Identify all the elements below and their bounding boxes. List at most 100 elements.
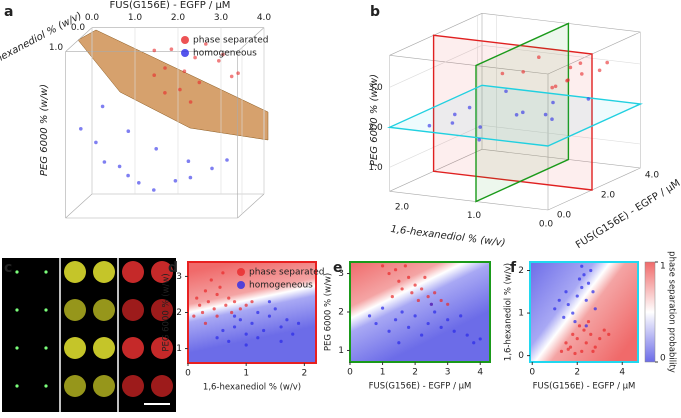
data-point [397, 341, 401, 345]
data-point [577, 277, 582, 281]
data-point [584, 341, 588, 345]
grid-line [481, 45, 641, 65]
data-point [238, 318, 242, 322]
data-point [203, 289, 208, 293]
legend-marker [181, 36, 189, 44]
colorbar-label: phase separation probability [667, 251, 677, 373]
box-edge [65, 193, 93, 219]
axis-label: 1,6-hexanediol % (w/v) [390, 224, 506, 249]
data-point [217, 59, 221, 63]
data-point [218, 285, 222, 289]
data-point [575, 336, 579, 341]
x-tick-label: 2.0 [601, 191, 616, 201]
data-point [465, 333, 469, 337]
x-tick-label: 3 [445, 368, 451, 378]
droplet [64, 337, 86, 359]
data-point [215, 336, 219, 340]
data-point [514, 113, 519, 117]
data-point [521, 70, 525, 74]
box-edge [389, 191, 549, 211]
data-point [575, 294, 579, 298]
x-tick-label: 0.0 [85, 13, 100, 23]
data-point [578, 61, 583, 65]
droplet [151, 261, 173, 283]
box-edge [237, 193, 265, 219]
data-point [439, 298, 443, 303]
data-point [553, 84, 558, 89]
data-point [573, 351, 577, 356]
data-point [566, 347, 570, 351]
data-point [273, 307, 277, 311]
x-tick-label: 3.0 [214, 13, 229, 23]
data-point [227, 339, 231, 343]
data-point [169, 47, 174, 51]
data-point [224, 303, 228, 307]
droplet [122, 261, 144, 283]
data-point [250, 321, 254, 325]
data-point [215, 292, 219, 297]
legend-label: homogeneous [193, 49, 257, 59]
data-point [566, 302, 570, 307]
data-point [584, 298, 588, 302]
data-point [586, 319, 591, 324]
data-point [296, 321, 301, 325]
data-point [232, 314, 237, 318]
y-tick-label: 2 [176, 308, 182, 318]
droplet [93, 375, 115, 397]
data-point [262, 328, 266, 333]
data-point [209, 278, 213, 282]
x-tick-label: 4 [619, 368, 625, 378]
data-point [426, 295, 430, 299]
data-point [571, 332, 575, 336]
data-point [439, 325, 443, 329]
data-point [387, 271, 391, 276]
data-point [564, 290, 568, 294]
x-axis-label: FUS(G156E) - EGFP / µM [533, 382, 636, 392]
data-point [178, 87, 182, 92]
data-point [559, 349, 564, 353]
x-tick-label: 4.0 [257, 13, 272, 23]
micrograph-background [2, 258, 176, 412]
x-axis-label: FUS(G156E) - EGFP / µM [369, 382, 472, 392]
data-point [367, 314, 372, 318]
data-point [173, 179, 178, 183]
data-point [212, 307, 216, 311]
data-point [285, 318, 289, 322]
data-point [593, 307, 597, 311]
data-point [192, 314, 196, 318]
z-tick-label: 3.0 [368, 83, 383, 93]
data-point [586, 281, 591, 285]
droplet [151, 337, 173, 359]
droplet [122, 337, 144, 359]
data-point [433, 310, 437, 314]
droplet [44, 384, 48, 388]
data-point [163, 91, 167, 95]
x-tick-label: 0 [185, 369, 191, 379]
data-point [580, 264, 584, 268]
droplet [15, 270, 19, 274]
data-point [244, 332, 248, 336]
data-point [79, 127, 83, 131]
panel-label: c [4, 260, 12, 276]
x-tick-label: 4.0 [645, 171, 660, 181]
box-edge [481, 13, 641, 33]
axis-label: PEG 6000 % (w/w) [369, 74, 380, 166]
data-point [267, 314, 272, 318]
data-point [206, 300, 210, 304]
box-edge [547, 31, 641, 75]
data-point [232, 325, 237, 329]
data-point [427, 123, 432, 128]
data-point [188, 175, 193, 180]
droplet [44, 346, 48, 350]
data-point [230, 310, 234, 315]
data-point [472, 341, 476, 345]
x-tick-label: 1 [380, 368, 386, 378]
data-point [393, 268, 398, 272]
panel-label: b [370, 4, 380, 20]
box-edge [389, 13, 483, 56]
box-edge [389, 55, 549, 75]
legend-label: homogeneous [249, 281, 313, 291]
data-point [236, 71, 240, 75]
data-point [577, 324, 582, 328]
